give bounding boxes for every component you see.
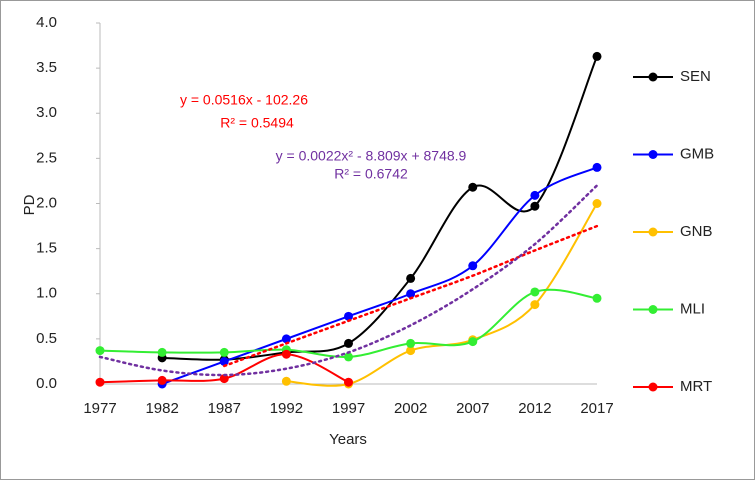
point — [281, 376, 291, 386]
legend-label: SEN — [680, 68, 711, 85]
point — [157, 375, 167, 385]
legend-label: GMB — [680, 145, 714, 162]
legend-marker — [648, 305, 658, 314]
point — [530, 190, 540, 200]
x-axis-title: Years — [329, 431, 367, 448]
y-axis-title: PD — [21, 194, 38, 215]
y-tick-label: 3.5 — [36, 59, 57, 76]
point — [219, 374, 229, 384]
point — [406, 346, 416, 356]
x-tick-label: 2007 — [456, 400, 489, 417]
y-tick-label: 3.0 — [36, 104, 57, 121]
point — [157, 347, 167, 357]
y-tick-label: 0.0 — [36, 375, 57, 392]
legend-marker — [648, 72, 658, 82]
point — [530, 201, 540, 211]
x-tick-label: 1982 — [145, 400, 178, 417]
y-tick-label: 2.0 — [36, 194, 57, 211]
legend-label: MLI — [680, 300, 705, 317]
x-tick-label: 2002 — [394, 400, 427, 417]
trend-r-squared: R² = 0.5494 — [220, 115, 294, 131]
trend-equation: y = 0.0516x - 102.26 — [180, 92, 308, 108]
point — [344, 377, 353, 387]
point — [406, 289, 416, 299]
point — [592, 293, 602, 303]
x-tick-label: 2017 — [580, 400, 613, 417]
point — [281, 334, 291, 344]
y-tick-label: 1.5 — [36, 240, 57, 257]
trend-r-squared: R² = 0.6742 — [334, 166, 408, 182]
point — [468, 337, 478, 347]
y-tick-label: 4.0 — [36, 14, 57, 31]
legend-label: MRT — [680, 378, 712, 395]
point — [592, 51, 602, 61]
point — [468, 182, 478, 192]
point — [592, 199, 602, 208]
point — [344, 338, 353, 348]
point — [95, 346, 105, 356]
legend-marker — [648, 382, 658, 392]
point — [592, 162, 602, 172]
y-tick-label: 0.5 — [36, 330, 57, 347]
trendline — [223, 224, 599, 368]
x-tick-label: 1977 — [83, 400, 116, 417]
point — [530, 287, 540, 297]
point — [468, 261, 478, 271]
y-tick-label: 1.0 — [36, 285, 57, 302]
legend-marker — [648, 227, 658, 237]
point — [530, 300, 540, 310]
point — [406, 338, 416, 348]
legend-label: GNB — [680, 223, 713, 240]
series-line — [161, 166, 598, 385]
point — [95, 377, 105, 387]
legend-marker — [648, 150, 658, 159]
point — [219, 347, 229, 357]
series-line — [99, 288, 598, 358]
point — [406, 273, 416, 283]
x-tick-label: 2012 — [518, 400, 551, 417]
y-tick-label: 2.5 — [36, 149, 57, 166]
point — [281, 349, 291, 359]
x-tick-label: 1987 — [208, 400, 241, 417]
point — [344, 311, 353, 321]
point — [344, 352, 353, 362]
x-tick-label: 1992 — [270, 400, 303, 417]
trendline — [98, 184, 599, 377]
point — [219, 356, 229, 366]
x-tick-label: 1997 — [332, 400, 365, 417]
trend-equation: y = 0.0022x² - 8.809x + 8748.9 — [276, 148, 467, 164]
